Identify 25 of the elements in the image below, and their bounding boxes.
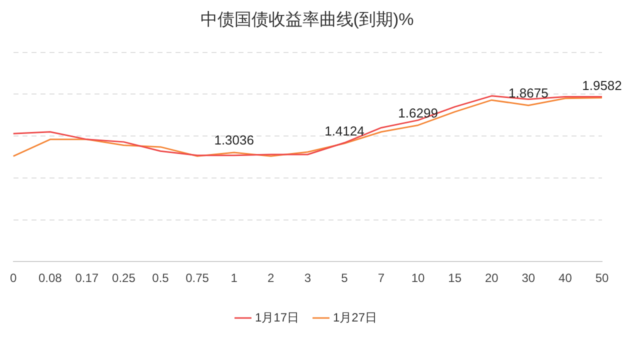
x-tick-label: 3 — [304, 271, 312, 286]
chart-title: 中债国债收益率曲线(到期)% — [200, 10, 414, 29]
x-tick-label: 1 — [230, 271, 238, 286]
x-tick-label: 0.17 — [75, 271, 99, 286]
data-label: 1.9582 — [582, 78, 622, 93]
data-label: 1.8675 — [508, 85, 548, 100]
data-label: 1.3036 — [214, 132, 254, 148]
x-tick-label: 0.25 — [112, 271, 136, 286]
x-tick-label: 10 — [411, 271, 426, 286]
x-tick-label: 5 — [341, 271, 348, 286]
data-label: 1.4124 — [324, 123, 364, 138]
x-tick-label: 0 — [10, 271, 17, 286]
x-tick-label: 30 — [522, 271, 536, 286]
x-tick-label: 0.75 — [186, 271, 210, 286]
legend-label: 1月17日 — [254, 310, 300, 324]
legend-label: 1月27日 — [333, 310, 378, 324]
x-tick-label: 0.08 — [38, 271, 62, 286]
x-tick-label: 15 — [448, 271, 462, 286]
x-tick-label: 0.5 — [152, 271, 170, 286]
x-tick-label: 40 — [558, 271, 572, 286]
x-tick-label: 7 — [378, 271, 385, 286]
data-label: 1.6299 — [398, 105, 438, 120]
x-tick-label: 20 — [484, 271, 499, 286]
x-tick-label: 2 — [268, 271, 275, 286]
x-tick-label: 50 — [595, 271, 609, 286]
